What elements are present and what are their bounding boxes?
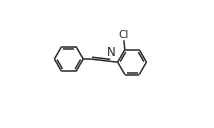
- Text: Cl: Cl: [119, 30, 129, 40]
- Text: N: N: [107, 46, 116, 59]
